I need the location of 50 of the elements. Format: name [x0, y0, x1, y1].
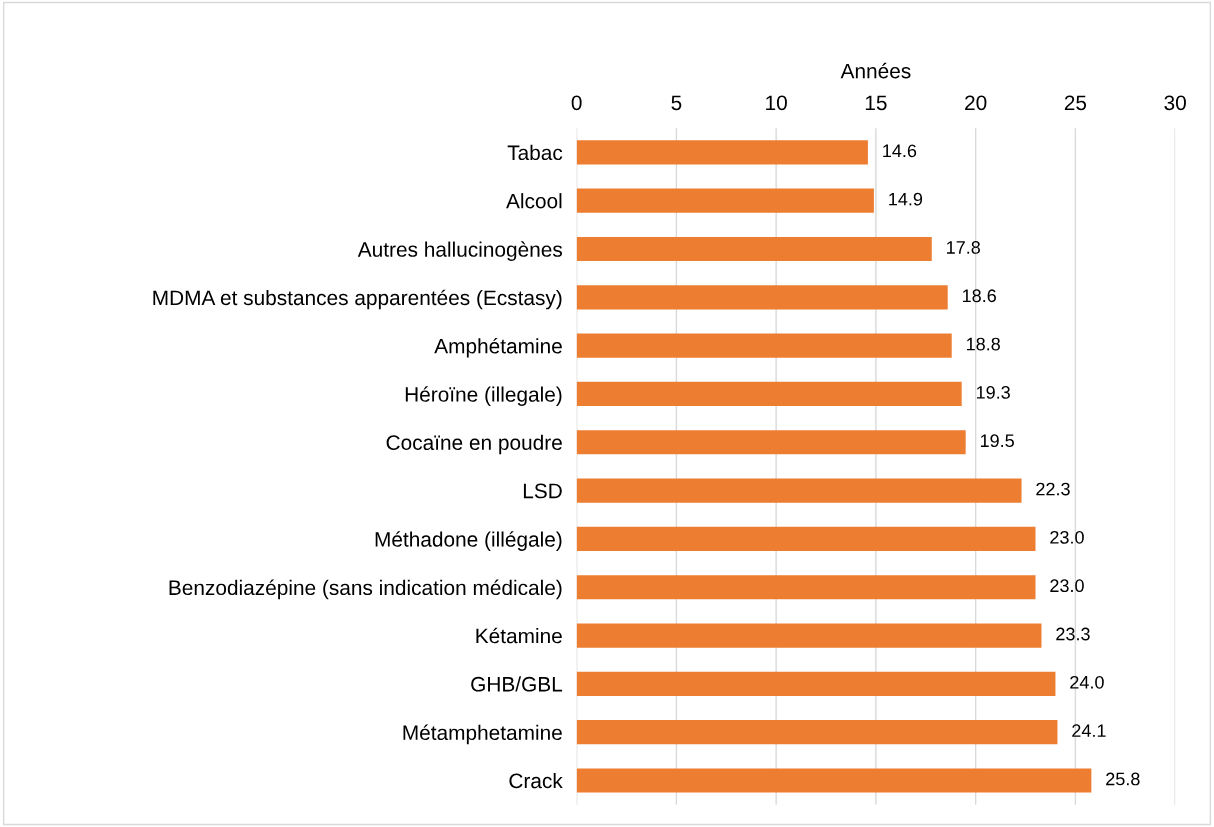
- data-label: 23.0: [1050, 530, 1084, 544]
- y-tick-label: Crack: [509, 772, 563, 789]
- y-tick-label: Alcool: [506, 193, 562, 209]
- x-tick-label: 10: [766, 95, 787, 111]
- data-label: 18.6: [962, 289, 996, 303]
- bar: [576, 333, 952, 358]
- x-tick-label: 25: [1064, 95, 1087, 111]
- y-tick-label: Autres hallucinogènes: [357, 241, 563, 261]
- data-label: 23.0: [1050, 579, 1084, 593]
- y-tick-label: Méthadone (illégale): [375, 531, 562, 551]
- y-tick-label: Kétamine: [476, 627, 562, 644]
- x-tick-label: 5: [671, 95, 682, 111]
- x-tick-label: 20: [965, 95, 987, 111]
- bar: [576, 623, 1042, 648]
- y-tick-label: Benzodiazépine (sans indication médicale): [169, 579, 562, 600]
- data-label: 25.8: [1106, 772, 1140, 786]
- data-label: 22.3: [1036, 482, 1070, 496]
- data-label: 19.5: [980, 434, 1014, 448]
- bar: [576, 285, 948, 310]
- x-tick-label: 30: [1164, 95, 1186, 111]
- data-label: 17.8: [947, 241, 981, 254]
- x-axis-title: Années: [840, 62, 911, 79]
- y-tick-label: Tabac: [507, 144, 563, 161]
- y-tick-label: Amphétamine: [434, 337, 562, 358]
- y-tick-label: LSD: [523, 483, 562, 499]
- y-tick-label: GHB/GBL: [471, 676, 563, 692]
- bar: [576, 188, 874, 213]
- data-label: 23.3: [1056, 627, 1090, 641]
- data-label: 24.0: [1070, 675, 1104, 689]
- bar: [576, 720, 1058, 745]
- bar: [576, 671, 1056, 696]
- y-tick-label: Cocaïne en poudre: [386, 434, 562, 455]
- bar: [576, 430, 966, 455]
- bar: [576, 381, 962, 407]
- data-label: 24.1: [1072, 724, 1106, 737]
- y-tick-label: MDMA et substances apparentées (Ecstasy): [153, 289, 562, 310]
- data-label: 18.8: [966, 337, 1000, 351]
- data-label: 19.3: [976, 386, 1010, 399]
- bar: [576, 140, 868, 165]
- bar: [576, 768, 1092, 793]
- x-tick-label: 15: [865, 95, 887, 111]
- bar: [576, 478, 1022, 503]
- data-label: 14.6: [883, 144, 917, 158]
- y-tick-label: Métamphetamine: [403, 724, 562, 745]
- bar: [576, 236, 932, 262]
- x-tick-label: 0: [571, 95, 582, 111]
- y-tick-label: Héroïne (illegale): [405, 386, 562, 406]
- data-label: 14.9: [889, 192, 923, 206]
- bar: [576, 526, 1036, 551]
- bar: [576, 575, 1036, 600]
